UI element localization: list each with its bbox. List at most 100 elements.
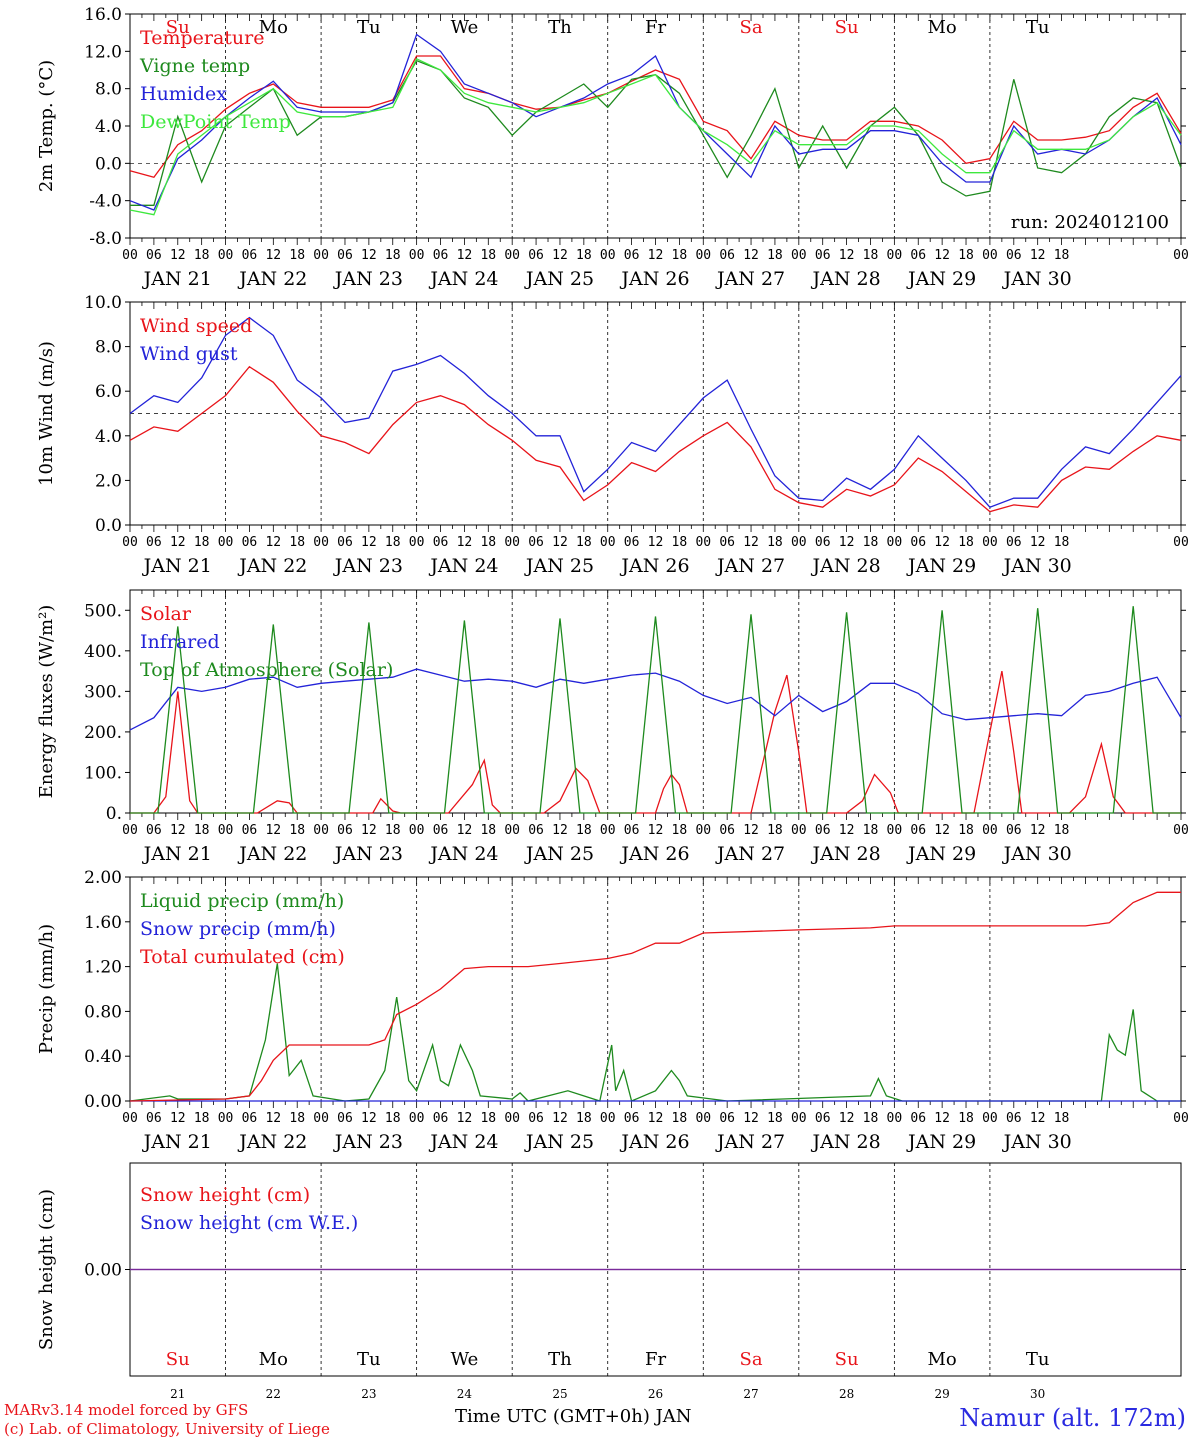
hour-label: 06 xyxy=(146,535,162,550)
y-tick-label: 0.0 xyxy=(95,516,122,536)
date-label: JAN 28 xyxy=(810,268,880,290)
hour-label: 00 xyxy=(504,248,520,263)
hour-label: 06 xyxy=(624,535,640,550)
hour-label: 06 xyxy=(337,823,353,838)
series-line-solar xyxy=(130,670,1181,814)
hour-label: 06 xyxy=(1006,248,1022,263)
hour-label: 06 xyxy=(337,1111,353,1126)
hour-label: 18 xyxy=(576,535,592,550)
day-number-label: 23 xyxy=(361,1387,376,1401)
hour-label: 06 xyxy=(719,823,735,838)
legend-entry: Total cumulated (cm) xyxy=(140,946,345,968)
series-line-total-cumulated-cm- xyxy=(129,891,1181,1102)
date-label: JAN 25 xyxy=(524,268,594,290)
hour-label: 12 xyxy=(934,1111,950,1126)
hour-label: 06 xyxy=(910,248,926,263)
hour-label: 00 xyxy=(695,823,711,838)
hour-label: 18 xyxy=(958,1111,974,1126)
hour-label: 06 xyxy=(1006,535,1022,550)
hour-label: 12 xyxy=(361,823,377,838)
y-tick-label: 4.0 xyxy=(95,427,122,447)
date-label: JAN 30 xyxy=(1002,268,1072,290)
date-label: JAN 24 xyxy=(428,268,498,290)
day-number-label: 21 xyxy=(170,1387,185,1401)
legend-entry: Snow precip (mm/h) xyxy=(140,918,336,940)
weekday-label-top: Mo xyxy=(259,17,288,38)
hour-label: 18 xyxy=(672,1111,688,1126)
day-number-label: 29 xyxy=(934,1387,949,1401)
hour-label: 18 xyxy=(385,535,401,550)
date-label: JAN 26 xyxy=(619,268,689,290)
hour-label: 12 xyxy=(648,1111,664,1126)
legend-entry: Wind gust xyxy=(140,343,238,365)
date-label: JAN 23 xyxy=(333,843,403,865)
hour-label: 06 xyxy=(1006,1111,1022,1126)
weekday-label-bottom: Mo xyxy=(927,1349,956,1370)
hour-label: 18 xyxy=(480,535,496,550)
hour-label: 00 xyxy=(887,823,903,838)
date-label: JAN 29 xyxy=(906,1131,976,1153)
hour-label: 18 xyxy=(672,248,688,263)
hour-label: 18 xyxy=(194,1111,210,1126)
y-tick-label: 0.0 xyxy=(95,154,122,174)
weekday-label-top: Tu xyxy=(1026,17,1050,38)
date-label: JAN 26 xyxy=(619,1131,689,1153)
date-label: JAN 22 xyxy=(237,555,307,577)
hour-label: 06 xyxy=(337,535,353,550)
y-axis-label: 10m Wind (m/s) xyxy=(36,341,57,486)
hour-label: 06 xyxy=(624,823,640,838)
date-label: JAN 27 xyxy=(715,268,785,290)
date-label: JAN 27 xyxy=(715,555,785,577)
date-label: JAN 21 xyxy=(142,268,212,290)
hour-label: 00 xyxy=(504,535,520,550)
date-label: JAN 27 xyxy=(715,1131,785,1153)
hour-label: 06 xyxy=(815,1111,831,1126)
y-tick-label: 12.0 xyxy=(84,42,122,62)
hour-label: 12 xyxy=(265,248,281,263)
hour-label: 18 xyxy=(289,1111,305,1126)
legend-entry: Snow height (cm) xyxy=(140,1184,310,1206)
legend-entry: Liquid precip (mm/h) xyxy=(140,890,344,912)
hour-label: 06 xyxy=(528,248,544,263)
hour-label: 00 xyxy=(122,248,138,263)
y-axis-label: 2m Temp. (°C) xyxy=(36,60,57,192)
hour-label: 06 xyxy=(910,823,926,838)
hour-label: 00 xyxy=(122,823,138,838)
hour-label: 12 xyxy=(170,1111,186,1126)
hour-label: 00 xyxy=(409,535,425,550)
hour-label: 00 xyxy=(218,1111,234,1126)
hour-label: 06 xyxy=(1006,823,1022,838)
hour-label: 12 xyxy=(265,535,281,550)
hour-label: 18 xyxy=(672,823,688,838)
hour-label: 18 xyxy=(194,248,210,263)
y-tick-label: 200. xyxy=(84,723,122,743)
hour-label: 06 xyxy=(528,823,544,838)
date-label: JAN 21 xyxy=(142,555,212,577)
hour-label: 00 xyxy=(600,823,616,838)
weekday-label-bottom: We xyxy=(451,1349,479,1370)
hour-label: 18 xyxy=(767,248,783,263)
hour-label: 12 xyxy=(552,823,568,838)
series-line-wind-speed xyxy=(129,365,1182,513)
series-line-vigne-temp xyxy=(130,59,1182,206)
hour-label: 06 xyxy=(815,535,831,550)
y-axis-label: Snow height (cm) xyxy=(36,1189,57,1350)
hour-label: 00 xyxy=(122,1111,138,1126)
y-tick-label: 16.0 xyxy=(84,5,122,25)
panel-frame-2 xyxy=(129,589,1182,814)
legend-entry: Solar xyxy=(140,603,192,625)
hour-label: 00 xyxy=(887,248,903,263)
weekday-label-top: Mo xyxy=(927,17,956,38)
date-label: JAN 29 xyxy=(906,843,976,865)
hour-label: 06 xyxy=(815,248,831,263)
date-label: JAN 23 xyxy=(333,555,403,577)
date-label: JAN 24 xyxy=(428,843,498,865)
hour-label: 00 xyxy=(600,1111,616,1126)
y-axis-label: Precip (mm/h) xyxy=(36,924,57,1054)
day-number-label: 28 xyxy=(839,1387,854,1401)
y-tick-label: 10.0 xyxy=(84,293,122,313)
hour-label: 18 xyxy=(1054,535,1070,550)
legend-entry: Top of Atmosphere (Solar) xyxy=(140,659,393,681)
day-number-label: 24 xyxy=(457,1387,473,1401)
date-label: JAN 23 xyxy=(333,1131,403,1153)
